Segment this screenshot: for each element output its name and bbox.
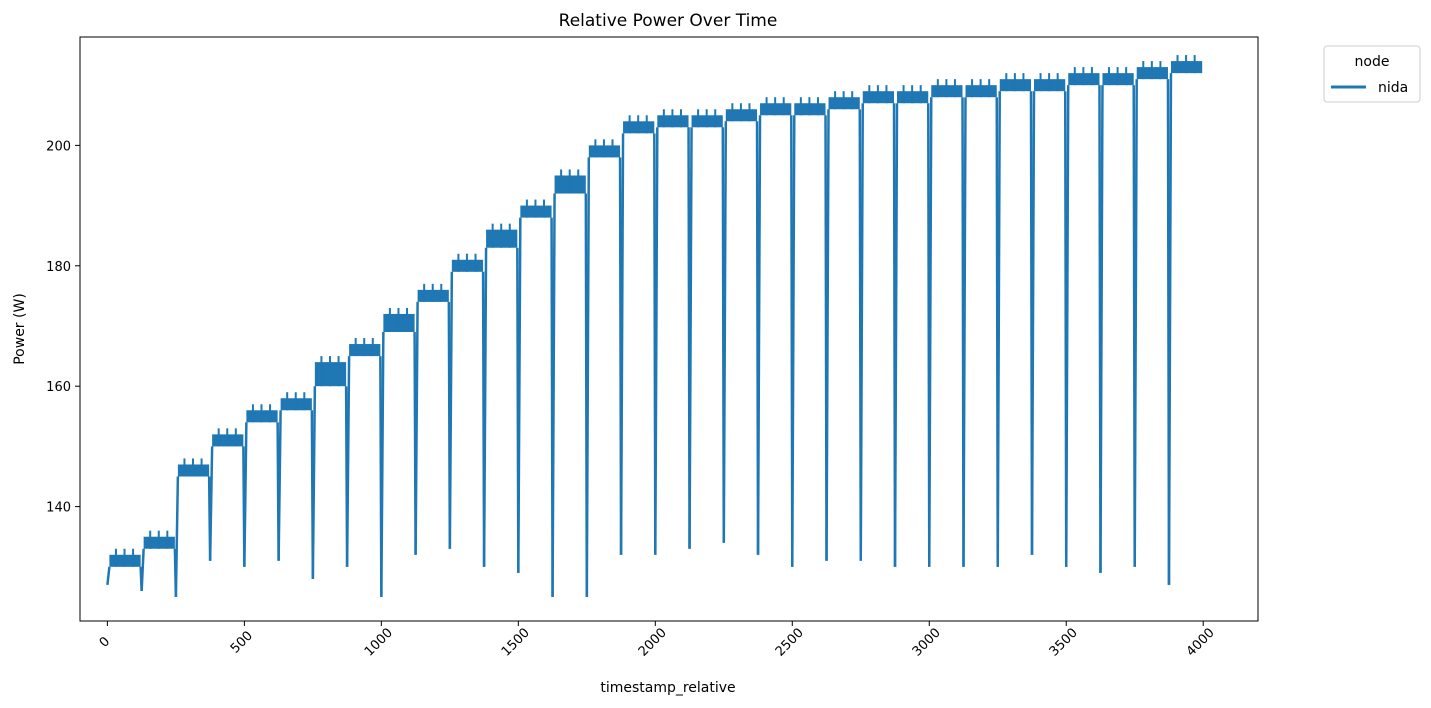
series-rise (791, 115, 796, 567)
legend-title: node (1355, 54, 1390, 70)
series-rise (551, 193, 556, 597)
y-tick-label: 140 (46, 501, 71, 516)
x-tick-label: 3500 (1047, 626, 1081, 660)
series-rise (243, 422, 248, 567)
series-rise (1133, 79, 1138, 567)
series-rise (756, 115, 762, 555)
series-rise (722, 121, 728, 543)
series-rise (1167, 73, 1173, 585)
series-layer (106, 55, 1203, 597)
series-rise (277, 410, 282, 561)
series-rise (311, 386, 317, 579)
x-tick-label: 2000 (636, 626, 670, 660)
series-rise (996, 91, 1001, 567)
x-axis-label: timestamp_relative (600, 680, 735, 696)
y-axis-label: Power (W) (12, 293, 28, 365)
x-tick-label: 2500 (773, 626, 807, 660)
series-rise (688, 127, 693, 549)
series-rise (928, 97, 933, 567)
x-tick-label: 0 (97, 634, 113, 650)
series-rise (654, 127, 659, 555)
series-rise (482, 247, 488, 567)
series-rise (174, 476, 180, 597)
y-tick-label: 160 (46, 380, 71, 395)
x-tick-label: 3000 (910, 626, 944, 660)
chart-title: Relative Power Over Time (559, 11, 778, 31)
series-rise (859, 103, 865, 561)
series-rise (585, 157, 591, 597)
y-tick-label: 180 (46, 260, 71, 275)
series-start (106, 566, 111, 586)
series-rise (380, 332, 385, 597)
x-tick-label: 4000 (1184, 626, 1218, 660)
plot-area-frame (79, 36, 1259, 622)
legend-entry-nida: nida (1378, 80, 1408, 96)
series-rise (345, 356, 351, 567)
series-rise (1030, 91, 1036, 555)
series-rise (517, 217, 522, 573)
series-rise (448, 271, 454, 549)
series-rise (208, 446, 214, 561)
series-rise (414, 301, 419, 555)
series-rise (1099, 85, 1104, 573)
y-axis: 140 160 180 200 (46, 139, 80, 516)
x-tick-label: 1500 (499, 626, 533, 660)
series-rise (962, 97, 967, 567)
legend: node nida (1323, 45, 1421, 103)
series-rise (1064, 85, 1070, 567)
series-rise (825, 109, 830, 561)
series-rise (893, 103, 899, 567)
x-axis: 0 500 1000 1500 2000 2500 3000 3500 4000 (97, 621, 1218, 660)
x-tick-label: 500 (228, 628, 256, 656)
x-tick-label: 1000 (362, 626, 396, 660)
series-rise (140, 548, 145, 591)
series-rise (619, 133, 625, 555)
y-tick-label: 200 (46, 139, 71, 154)
